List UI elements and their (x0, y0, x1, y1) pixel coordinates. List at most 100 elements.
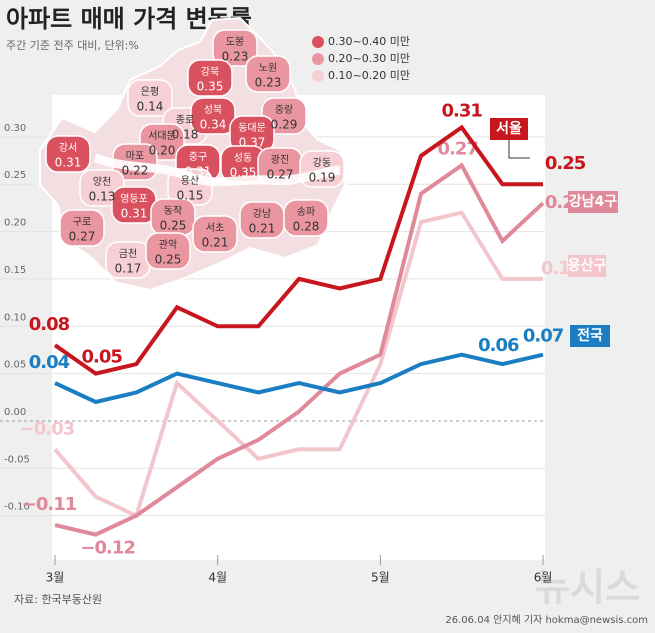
y-tick-label: 0.25 (4, 170, 26, 181)
district-value: 0.23 (222, 50, 249, 64)
source: 자료: 한국부동산원 (14, 593, 102, 606)
legend-swatch (312, 70, 324, 82)
legend-label: 전국 (577, 327, 603, 344)
legend-label: 0.30~0.40 미만 (328, 35, 410, 48)
data-label: −0.12 (80, 538, 135, 559)
district-value: 0.21 (249, 222, 276, 236)
han-river (93, 153, 341, 187)
x-tick-label: 6월 (534, 571, 553, 585)
data-label: 0.04 (29, 352, 70, 373)
district-value: 0.31 (55, 156, 82, 170)
data-label: −0.03 (20, 418, 75, 439)
x-tick-label: 4월 (208, 571, 227, 585)
district (145, 232, 191, 270)
district-name: 강서 (59, 142, 77, 154)
map-labels: 도봉0.23노원0.23강북0.35은평0.14종로0.18성북0.34중랑0.… (55, 36, 336, 276)
legend-swatch (312, 36, 324, 48)
district-value: 0.35 (197, 80, 224, 94)
legend-box (568, 191, 618, 213)
district-name: 송파 (297, 206, 315, 218)
district-value: 0.20 (149, 144, 176, 158)
district-name: 도봉 (226, 36, 244, 48)
credit: 26.06.04 안지혜 기자 hokma@newsis.com (445, 614, 648, 626)
district-name: 동대문 (238, 122, 266, 134)
district-name: 관악 (159, 239, 177, 251)
legend-box (490, 118, 528, 140)
leader-line (508, 140, 530, 159)
district-value: 0.25 (160, 219, 187, 233)
district-value: 0.13 (89, 190, 116, 204)
district-name: 금천 (119, 248, 137, 260)
series-line (54, 352, 544, 405)
district (45, 135, 91, 173)
watermark: 뉴시스 (535, 566, 640, 610)
district (212, 29, 258, 67)
district-value: 0.23 (255, 76, 282, 90)
data-label: 0.27 (437, 138, 478, 159)
district-name: 마포 (126, 150, 144, 162)
district-value: 0.29 (271, 118, 298, 132)
district-value: 0.17 (115, 262, 142, 276)
series-line (54, 162, 545, 537)
district-value: 0.28 (293, 220, 320, 234)
district (245, 55, 291, 93)
legend-box (568, 255, 606, 277)
district-name: 강남 (253, 208, 271, 220)
district-value: 0.27 (69, 230, 96, 244)
district-name: 은평 (141, 86, 159, 98)
x-tick-label: 3월 (46, 571, 65, 585)
district-name: 중구 (189, 151, 207, 163)
data-label: −0.11 (22, 494, 77, 515)
district (187, 59, 233, 97)
district-value: 0.27 (267, 168, 294, 182)
district-value: 0.35 (230, 166, 257, 180)
district-name: 성북 (204, 104, 222, 116)
data-label: 0.08 (29, 314, 70, 335)
legend-box (570, 325, 610, 347)
district-name: 종로 (176, 114, 194, 126)
chart-subtitle: 주간 기준 전주 대비, 단위:% (6, 39, 139, 52)
y-tick-label: 0.15 (4, 265, 26, 276)
district-name: 동작 (164, 205, 182, 217)
district-name: 양천 (93, 176, 111, 188)
y-tick-label: 0.30 (4, 123, 26, 134)
district (127, 79, 173, 117)
x-tick-label: 5월 (371, 571, 390, 585)
y-tick-label: 0.10 (4, 312, 26, 323)
legend-label: 서울 (496, 120, 522, 137)
data-label: 0.25 (545, 153, 586, 174)
y-tick-label: 0.00 (4, 407, 26, 418)
legend-swatch (312, 53, 324, 65)
district-name: 서대문 (148, 130, 176, 142)
legend-label: 강남4구 (569, 193, 618, 210)
district-value: 0.14 (137, 100, 164, 114)
y-tick-label: 0.05 (4, 360, 26, 371)
district-value: 0.19 (309, 171, 336, 185)
y-tick-label: -0.10 (4, 502, 30, 513)
legend-label: 0.10~0.20 미만 (328, 69, 410, 82)
district-value: 0.31 (121, 207, 148, 221)
district-name: 강동 (313, 157, 331, 169)
data-label: 0.07 (523, 326, 564, 347)
district-value: 0.37 (239, 136, 266, 150)
data-label: 0.06 (478, 335, 519, 356)
district-name: 성동 (234, 152, 252, 164)
y-tick-label: -0.05 (4, 454, 30, 465)
district-name: 광진 (271, 154, 289, 166)
district-value: 0.25 (155, 253, 182, 267)
data-label: 0.31 (441, 100, 482, 121)
district-name: 강북 (201, 66, 219, 78)
district-name: 용산 (181, 175, 199, 187)
district-value: 0.34 (200, 118, 227, 132)
district (192, 215, 238, 253)
district (59, 209, 105, 247)
district-name: 중랑 (275, 104, 293, 116)
district-value: 0.18 (172, 128, 199, 142)
district-value: 0.31 (185, 165, 212, 179)
district (190, 97, 236, 135)
legend-label: 용산구 (568, 257, 607, 274)
district-value: 0.22 (122, 164, 149, 178)
series-line (53, 124, 543, 376)
legend-label: 0.20~0.30 미만 (328, 52, 410, 65)
